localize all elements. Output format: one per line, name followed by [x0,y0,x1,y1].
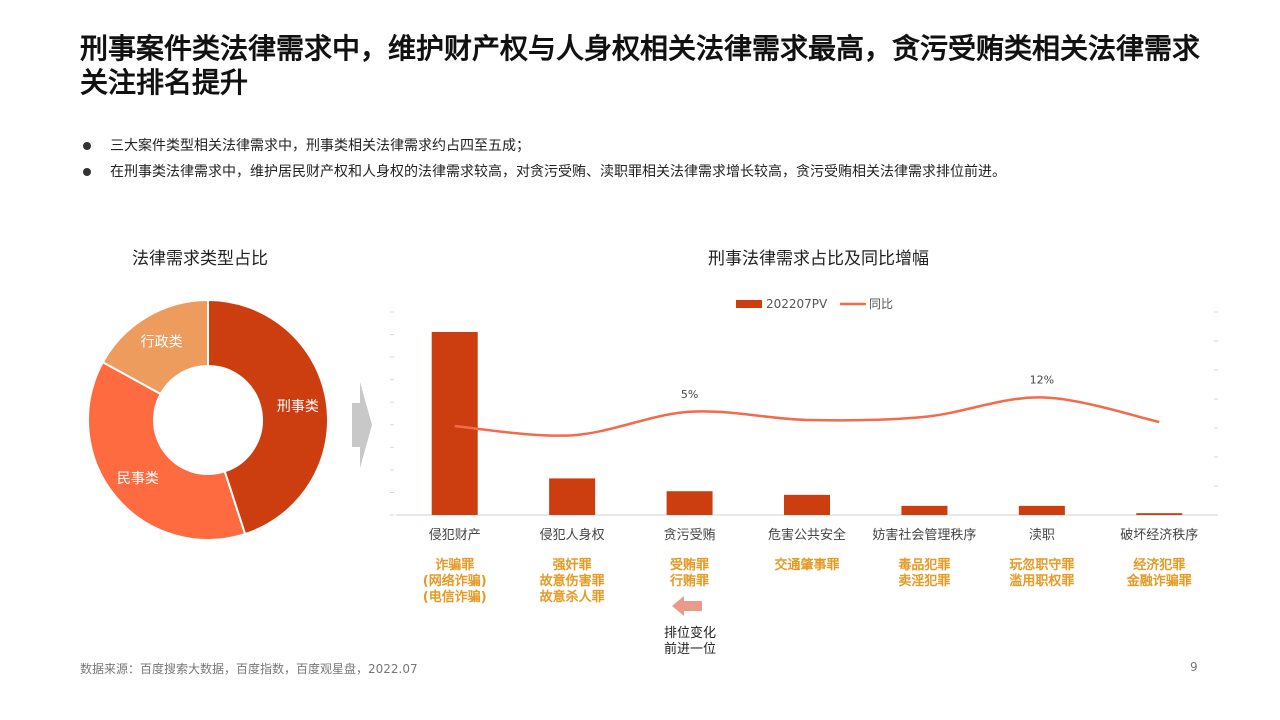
crime-type: (网络诈骗) [422,574,487,589]
bullet-item: 三大案件类型相关法律需求中，刑事类相关法律需求约占四至五成； [80,133,1220,159]
pie-slice-label: 行政类 [141,335,183,351]
bar [431,332,478,515]
crime-group: 玩忽职守罪 滥用职权罪 [972,558,1112,590]
crime-group: 强奸罪 故意伤害罪 故意杀人罪 [502,558,642,606]
x-tick-label: 妨害社会管理秩序 [872,527,976,543]
legend-label: 同比 [869,297,893,311]
legend-label: 202207PV [766,297,828,311]
bar [1136,513,1183,515]
x-tick-label: 侵犯人身权 [540,527,605,543]
line-data-label: 5% [681,388,698,401]
crime-type: 行贿罪 [670,574,710,589]
pie-slice [207,298,329,536]
arrow-right-icon [352,382,372,468]
x-tick-label: 渎职 [1029,528,1055,543]
crime-type: 毒品犯罪 [898,558,951,573]
crime-type: 交通肇事罪 [774,558,840,573]
bar-chart-title: 刑事法律需求占比及同比增幅 [708,249,929,269]
legend-swatch-bar [736,300,762,308]
bar [1018,505,1065,515]
crime-type: 卖淫犯罪 [898,574,951,589]
rank-change-note: 排位变化 前进一位 [645,626,735,658]
bullet-item: 在刑事类法律需求中，维护居民财产权和人身权的法律需求较高，对贪污受贿、渎职罪相关… [80,159,1220,185]
x-tick-label: 危害公共安全 [768,527,846,543]
crime-type: 故意伤害罪 [539,574,605,589]
chart-legend: 202207PV 同比 [736,297,893,311]
crime-group: 毒品犯罪 卖淫犯罪 [854,558,994,590]
bar [666,491,713,515]
crime-type: 故意杀人罪 [539,590,605,605]
bar [901,505,948,515]
pie-slice-label: 刑事类 [277,399,319,415]
crime-type: 受贿罪 [670,558,710,573]
yoy-line [454,396,1160,437]
data-source: 数据来源：百度搜索大数据，百度指数，百度观星盘，2022.07 [80,662,418,676]
crime-type: 金融诈骗罪 [1126,574,1192,589]
x-tick-label: 侵犯财产 [429,527,481,543]
crime-type: 经济犯罪 [1133,558,1186,573]
pie-slice-label: 民事类 [117,471,159,487]
pie-slice [87,360,247,541]
page-title: 刑事案件类法律需求中，维护财产权与人身权相关法律需求最高，贪污受贿类相关法律需求… [80,32,1201,99]
rank-note-line: 前进一位 [663,642,716,657]
bar [784,494,830,515]
rank-note-line: 排位变化 [663,626,716,641]
crime-group: 诈骗罪 (网络诈骗) (电信诈骗) [385,558,525,606]
crime-type: 诈骗罪 [435,558,475,573]
crime-type: 强奸罪 [552,558,592,573]
summary-bullets: 三大案件类型相关法律需求中，刑事类相关法律需求约占四至五成； 在刑事类法律需求中… [80,133,1220,185]
crime-group: 经济犯罪 金融诈骗罪 [1089,558,1229,590]
crime-type: 玩忽职守罪 [1009,558,1075,573]
line-data-label: 12% [1030,373,1054,386]
crime-type: (电信诈骗) [422,590,487,605]
page-number: 9 [1190,660,1198,674]
crime-group: 受贿罪 行贿罪 [620,558,760,590]
x-tick-label: 破坏经济秩序 [1120,528,1198,543]
crime-group: 交通肇事罪 [737,558,877,574]
pie-chart-title: 法律需求类型占比 [132,249,268,269]
x-tick-label: 贪污受贿 [664,528,716,543]
pie-slice [101,298,209,396]
crime-type: 滥用职权罪 [1009,574,1075,589]
bar [549,478,596,515]
